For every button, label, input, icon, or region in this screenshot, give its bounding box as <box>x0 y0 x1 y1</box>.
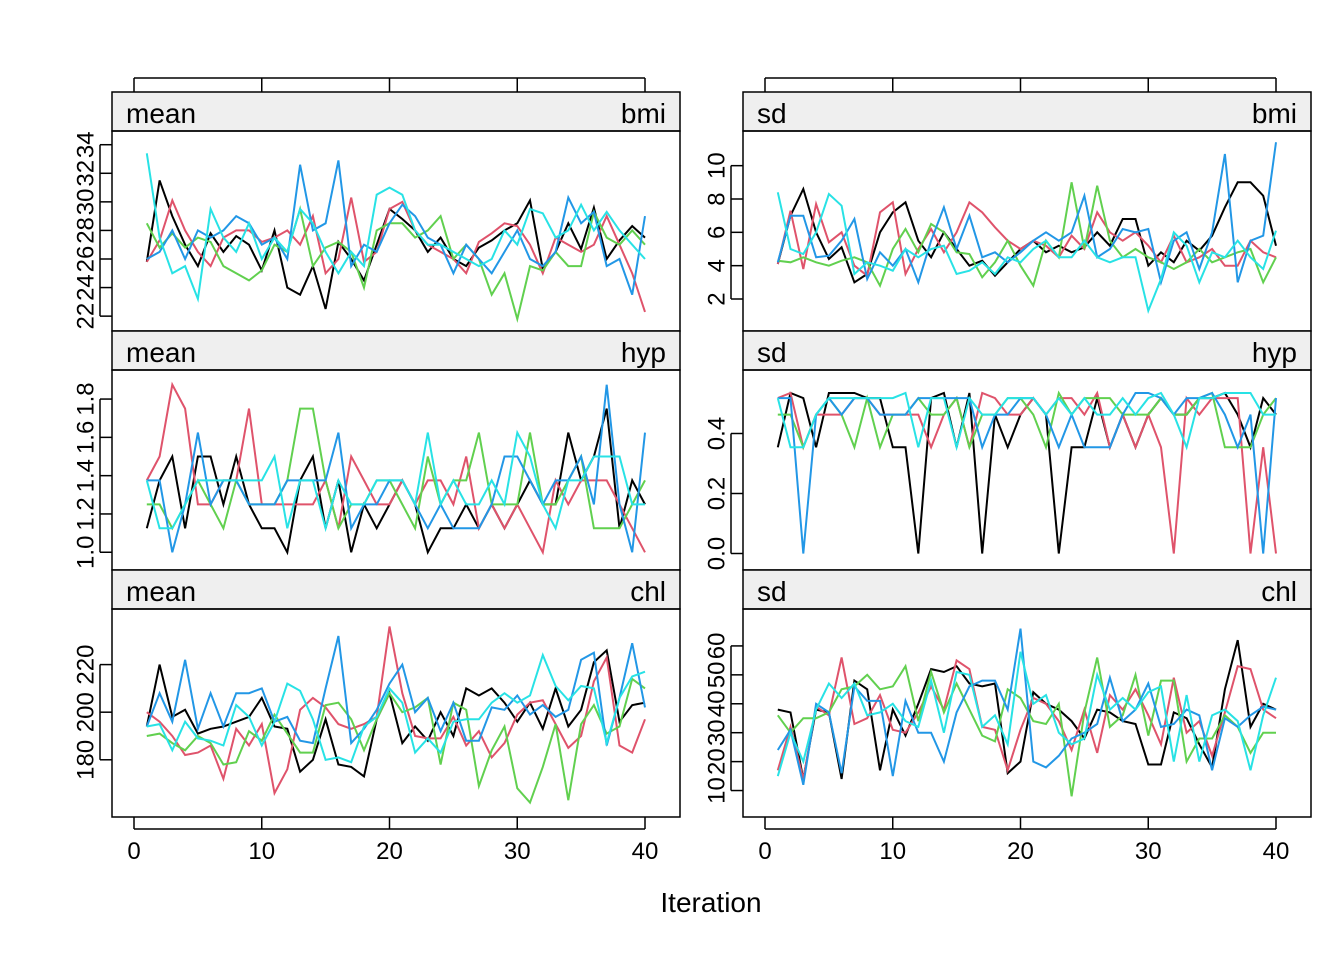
y-tick-label: 50 <box>704 661 731 688</box>
x-tick-label: 10 <box>879 838 906 865</box>
y-tick-label: 6 <box>704 226 731 239</box>
series-line-2 <box>146 626 646 797</box>
series-line-3 <box>146 677 646 805</box>
strip-label-left: sd <box>757 98 787 129</box>
series-line-5 <box>145 153 646 303</box>
y-tick-label: 1.6 <box>73 421 100 454</box>
strip-label-left: mean <box>126 337 196 368</box>
series-line-5 <box>776 391 1276 452</box>
series-line-3 <box>777 182 1277 289</box>
series-line-4 <box>146 160 646 296</box>
y-tick-label: 4 <box>704 259 731 272</box>
panel-sd-bmi: sd bmi 2 4 6 8 10 <box>704 77 1312 332</box>
series-line-3 <box>145 205 646 323</box>
y-tick-label: 30 <box>73 189 100 216</box>
strip-label-left: mean <box>126 576 196 607</box>
y-tick-label: 200 <box>73 692 100 732</box>
y-tick-label: 1.4 <box>73 459 100 492</box>
strip-background <box>742 569 1312 610</box>
series-line-3 <box>777 390 1277 451</box>
x-tick-label: 30 <box>1135 838 1162 865</box>
panel-sd-hyp: sd hyp 0.0 0.2 0.4 <box>704 330 1312 571</box>
strip-label-right: hyp <box>621 337 666 368</box>
y-tick-label: 220 <box>73 645 100 685</box>
y-tick-label: 1.2 <box>73 497 100 530</box>
panel-mean-hyp: mean hyp 1.0 1.2 1.4 1.6 1.8 <box>73 330 681 571</box>
y-tick-label: 10 <box>704 152 731 179</box>
y-tick-label: 24 <box>73 274 100 301</box>
series-line-5 <box>145 429 645 533</box>
series-line-3 <box>146 407 646 532</box>
strip-label-right: chl <box>1261 576 1297 607</box>
strip-label-left: sd <box>757 337 787 368</box>
y-tick-label: 2 <box>704 292 731 305</box>
series-line-3 <box>776 657 1276 797</box>
y-tick-label: 1.0 <box>73 536 100 569</box>
y-tick-label: 22 <box>73 303 100 330</box>
series-line-4 <box>776 628 1277 786</box>
strip-background <box>111 330 681 371</box>
strip-label-left: mean <box>126 98 196 129</box>
y-tick-label: 34 <box>73 131 100 158</box>
y-tick-label: 8 <box>704 192 731 205</box>
y-tick-label: 1.8 <box>73 382 100 415</box>
strip-label-right: chl <box>630 576 666 607</box>
strip-label-right: hyp <box>1252 337 1297 368</box>
y-tick-label: 0.4 <box>704 417 731 450</box>
strip-label-left: sd <box>757 576 787 607</box>
series-line-5 <box>776 192 1277 314</box>
x-tick-label: 20 <box>1007 838 1034 865</box>
x-tick-label: 0 <box>127 838 140 865</box>
series-line-4 <box>776 142 1277 287</box>
y-tick-label: 0.0 <box>704 537 731 570</box>
series-line-2 <box>776 200 1277 278</box>
y-tick-label: 20 <box>704 748 731 775</box>
y-tick-label: 30 <box>704 719 731 746</box>
y-tick-label: 0.2 <box>704 477 731 510</box>
y-tick-label: 10 <box>704 777 731 804</box>
panel-border <box>742 608 1312 818</box>
x-tick-label: 10 <box>248 838 275 865</box>
series-line-5 <box>776 651 1277 777</box>
panel-mean-chl: mean chl 180 200 220 0 10 20 30 40 <box>73 569 681 865</box>
y-tick-label: 40 <box>704 690 731 717</box>
y-tick-label: 32 <box>73 160 100 187</box>
y-tick-label: 60 <box>704 633 731 660</box>
series-line-4 <box>145 635 646 746</box>
strip-background <box>742 91 1312 132</box>
strip-background <box>742 330 1312 371</box>
strip-label-right: bmi <box>621 98 666 129</box>
panel-border <box>111 608 681 818</box>
strip-background <box>111 569 681 610</box>
y-tick-label: 28 <box>73 217 100 244</box>
x-axis-label: Iteration <box>660 887 761 918</box>
x-tick-label: 40 <box>1263 838 1290 865</box>
series-line-5 <box>146 652 646 764</box>
series-line-2 <box>145 197 646 313</box>
x-tick-label: 0 <box>758 838 771 865</box>
y-tick-label: 180 <box>73 740 100 780</box>
x-tick-label: 20 <box>376 838 403 865</box>
strip-background <box>111 91 681 132</box>
x-tick-label: 40 <box>632 838 659 865</box>
x-tick-label: 30 <box>504 838 531 865</box>
strip-label-right: bmi <box>1252 98 1297 129</box>
y-tick-label: 26 <box>73 246 100 273</box>
